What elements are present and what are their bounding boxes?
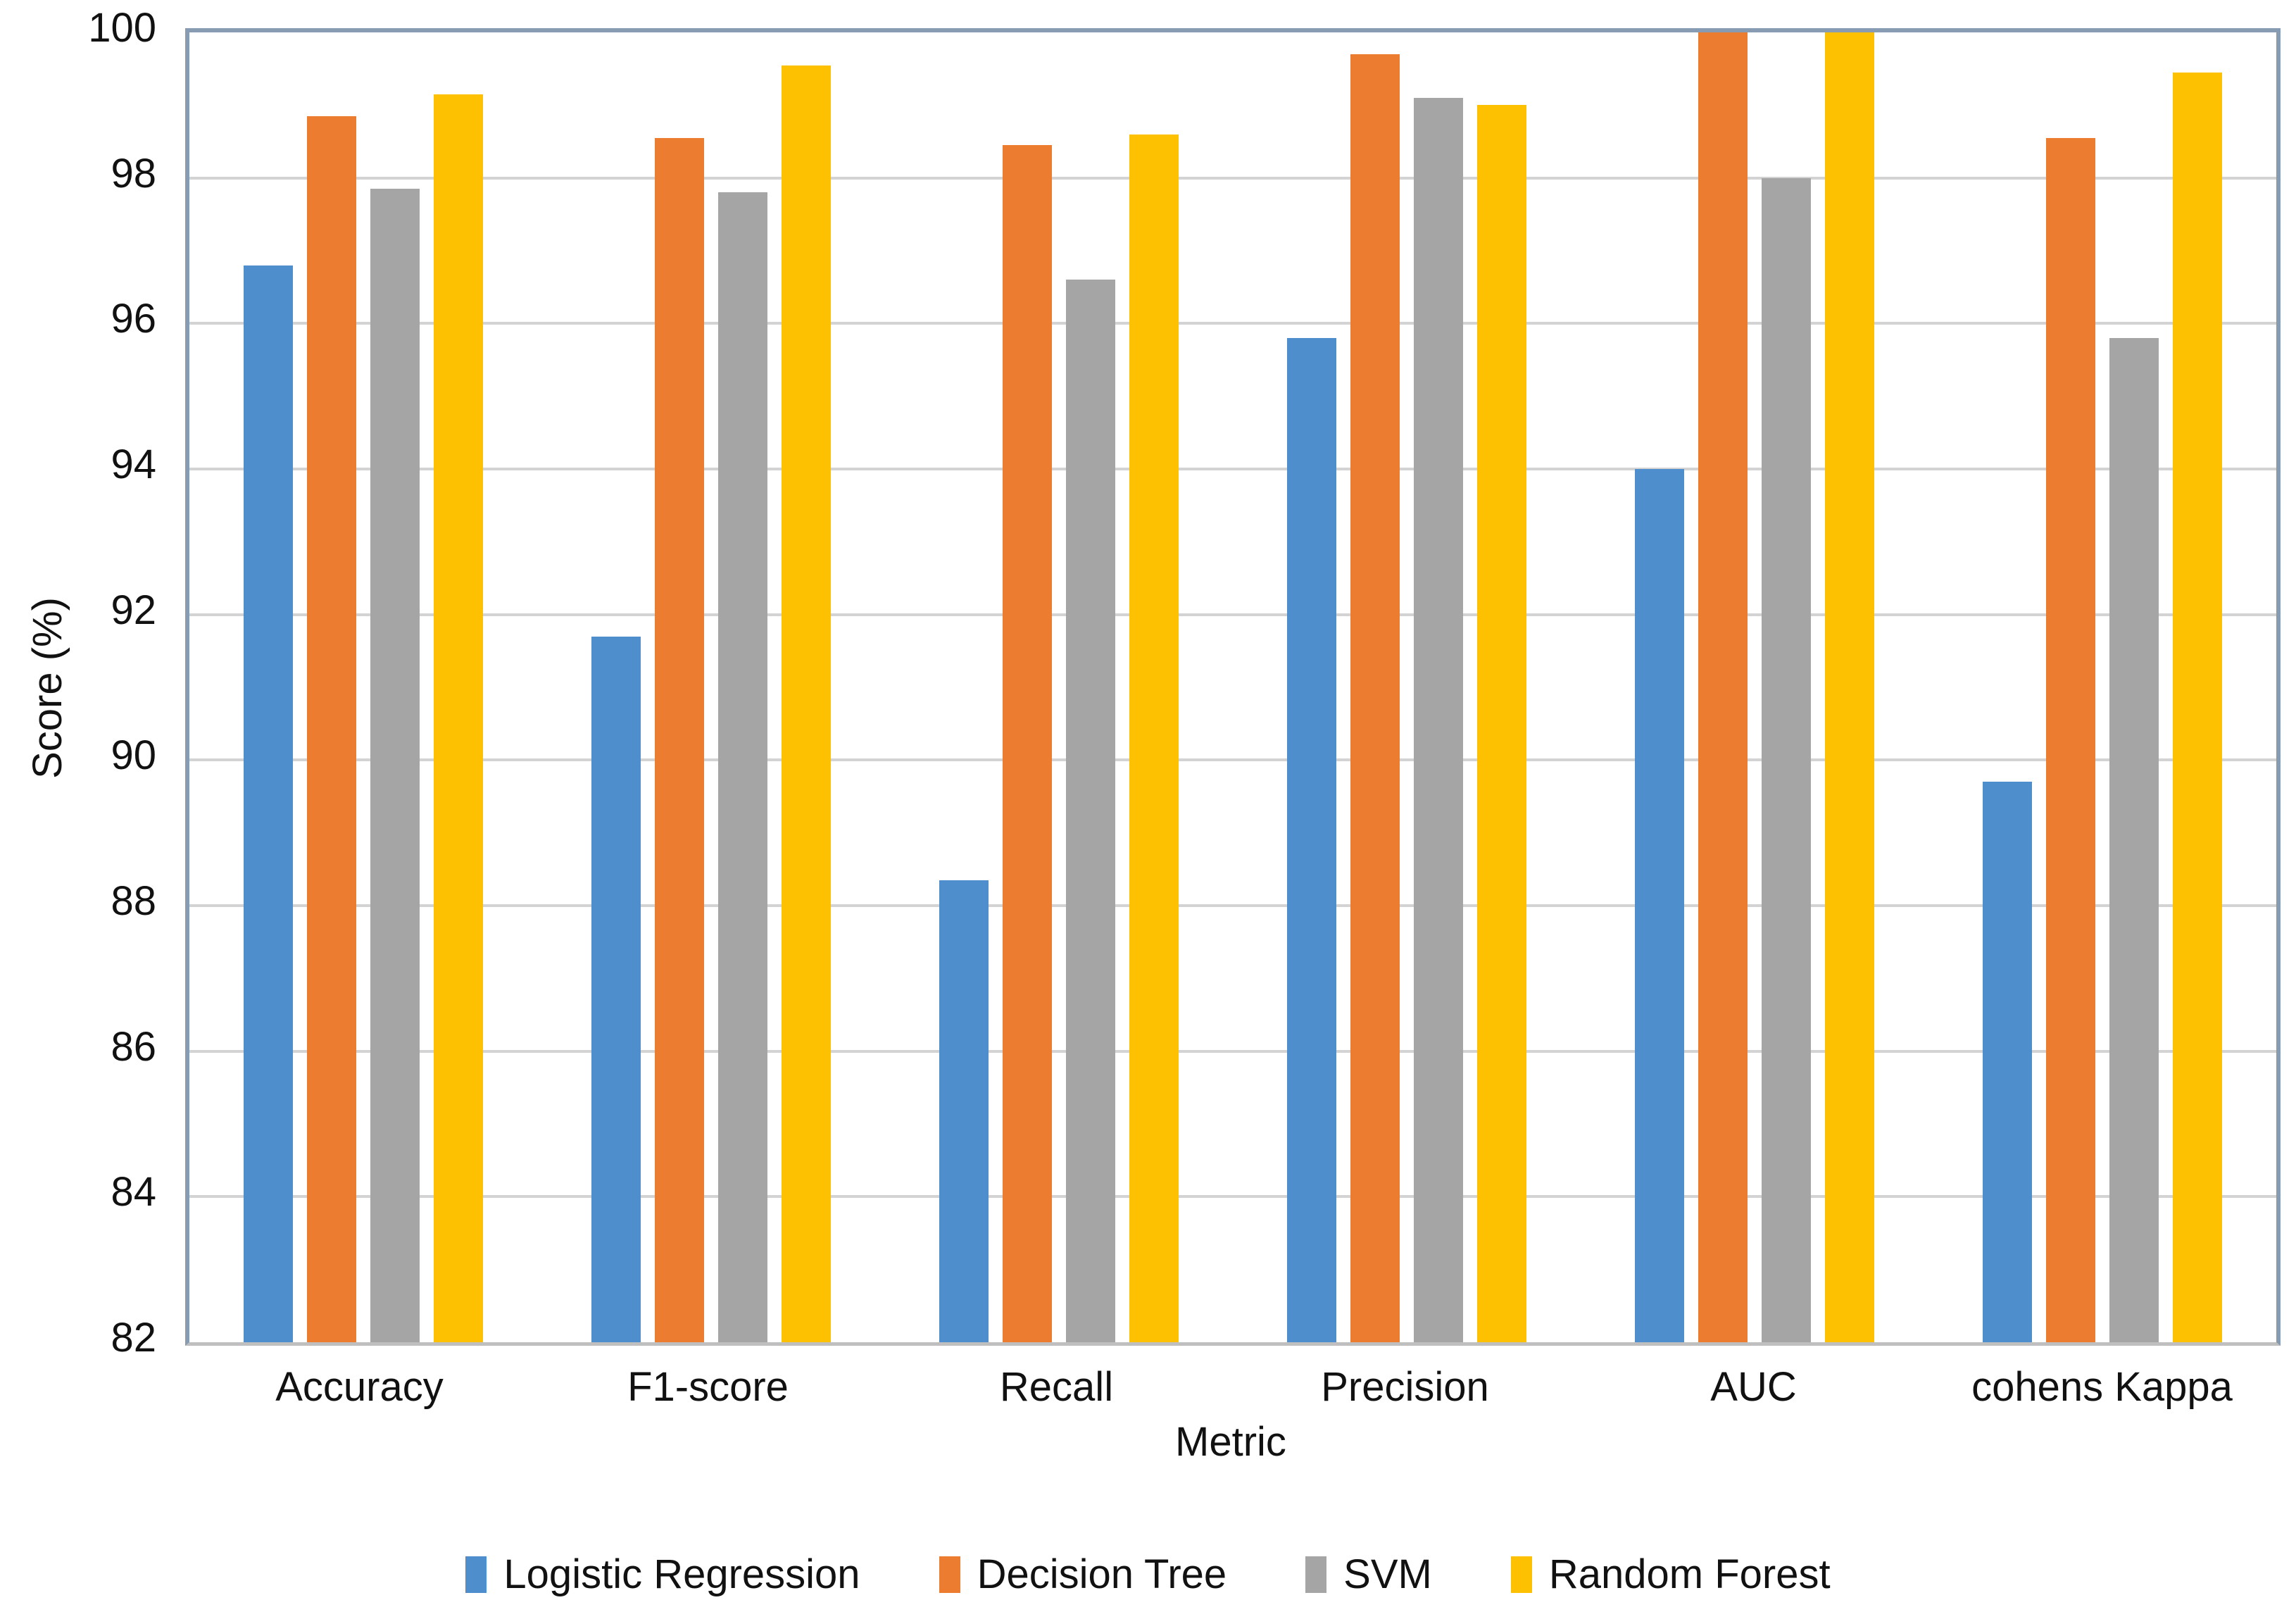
bar-group-recall bbox=[885, 32, 1233, 1342]
legend-marker-icon bbox=[939, 1556, 960, 1593]
legend-item-random-forest: Random Forest bbox=[1510, 1551, 1831, 1597]
legend-item-decision-tree: Decision Tree bbox=[939, 1552, 1227, 1597]
y-axis-tick-label: 96 bbox=[111, 296, 156, 342]
gridline-96 bbox=[189, 322, 2276, 325]
legend-marker-icon bbox=[1305, 1556, 1327, 1593]
bar-decision-tree-auc bbox=[1698, 32, 1748, 1342]
y-axis-tick-label: 84 bbox=[111, 1169, 156, 1215]
y-axis-tick-label: 82 bbox=[111, 1315, 156, 1361]
legend-marker-icon bbox=[1510, 1556, 1532, 1593]
bar-group-cohens-kappa bbox=[1928, 32, 2276, 1342]
bar-logistic-regression-recall bbox=[939, 880, 989, 1342]
bar-random-forest-precision bbox=[1477, 105, 1526, 1342]
gridline-90 bbox=[189, 758, 2276, 762]
bar-group-f1-score bbox=[537, 32, 885, 1342]
bar-random-forest-cohens-kappa bbox=[2173, 72, 2222, 1342]
y-axis-tick-label: 90 bbox=[111, 732, 156, 779]
bar-group-accuracy bbox=[189, 32, 537, 1342]
category-label: Accuracy bbox=[275, 1364, 444, 1410]
bar-decision-tree-recall bbox=[1003, 145, 1052, 1342]
bar-logistic-regression-accuracy bbox=[244, 265, 293, 1342]
bar-svm-f1-score bbox=[718, 192, 767, 1342]
y-axis-tick-label: 94 bbox=[111, 441, 156, 487]
gridline-94 bbox=[189, 467, 2276, 470]
bar-random-forest-recall bbox=[1129, 134, 1179, 1342]
bar-random-forest-accuracy bbox=[434, 94, 483, 1342]
bar-svm-cohens-kappa bbox=[2109, 338, 2159, 1342]
bar-logistic-regression-f1-score bbox=[591, 636, 641, 1342]
category-label: Precision bbox=[1321, 1364, 1489, 1410]
bar-decision-tree-cohens-kappa bbox=[2046, 137, 2095, 1342]
legend-item-svm: SVM bbox=[1305, 1552, 1432, 1597]
category-axis: Accuracy F1-score Recall Precision AUC cohens… bbox=[185, 1365, 2276, 1410]
gridline-98 bbox=[189, 176, 2276, 180]
plot-area bbox=[185, 28, 2281, 1346]
legend-label: Random Forest bbox=[1548, 1551, 1831, 1597]
y-axis-tick-labels: 100 98 96 94 92 90 88 86 84 82 bbox=[0, 8, 156, 1358]
legend-marker-icon bbox=[465, 1556, 487, 1593]
bar-random-forest-auc bbox=[1825, 32, 1874, 1342]
bar-logistic-regression-auc bbox=[1635, 469, 1684, 1342]
bar-svm-recall bbox=[1066, 280, 1115, 1342]
bar-logistic-regression-cohens-kappa bbox=[1983, 782, 2032, 1342]
gridline-88 bbox=[189, 904, 2276, 907]
bar-group-auc bbox=[1581, 32, 1928, 1342]
legend-label: Logistic Regression bbox=[503, 1551, 860, 1597]
bar-decision-tree-precision bbox=[1350, 54, 1400, 1342]
bar-svm-auc bbox=[1762, 177, 1811, 1342]
bar-group-precision bbox=[1233, 32, 1581, 1342]
legend-label: SVM bbox=[1343, 1551, 1432, 1597]
y-axis-tick-label: 98 bbox=[111, 150, 156, 196]
y-axis-tick-label: 88 bbox=[111, 877, 156, 924]
bar-decision-tree-accuracy bbox=[307, 115, 356, 1342]
legend: Logistic Regression Decision Tree SVM Rando… bbox=[0, 1552, 2296, 1597]
bar-logistic-regression-precision bbox=[1287, 338, 1336, 1342]
y-axis-tick-label: 100 bbox=[88, 5, 156, 51]
bar-svm-accuracy bbox=[370, 189, 420, 1342]
legend-label: Decision Tree bbox=[977, 1551, 1227, 1597]
gridline-92 bbox=[189, 613, 2276, 616]
gridline-86 bbox=[189, 1049, 2276, 1053]
x-axis-title: Metric bbox=[1175, 1419, 1286, 1465]
gridline-84 bbox=[189, 1195, 2276, 1199]
bar-svm-precision bbox=[1414, 98, 1463, 1342]
category-label: Recall bbox=[999, 1364, 1114, 1410]
category-label: F1-score bbox=[627, 1364, 789, 1410]
bar-decision-tree-f1-score bbox=[655, 137, 704, 1342]
y-axis-tick-label: 86 bbox=[111, 1023, 156, 1070]
category-label: cohens Kappa bbox=[1971, 1364, 2233, 1410]
category-label: AUC bbox=[1710, 1364, 1797, 1410]
legend-item-logistic-regression: Logistic Regression bbox=[465, 1552, 860, 1597]
bar-random-forest-f1-score bbox=[782, 65, 831, 1342]
y-axis-tick-label: 92 bbox=[111, 587, 156, 633]
